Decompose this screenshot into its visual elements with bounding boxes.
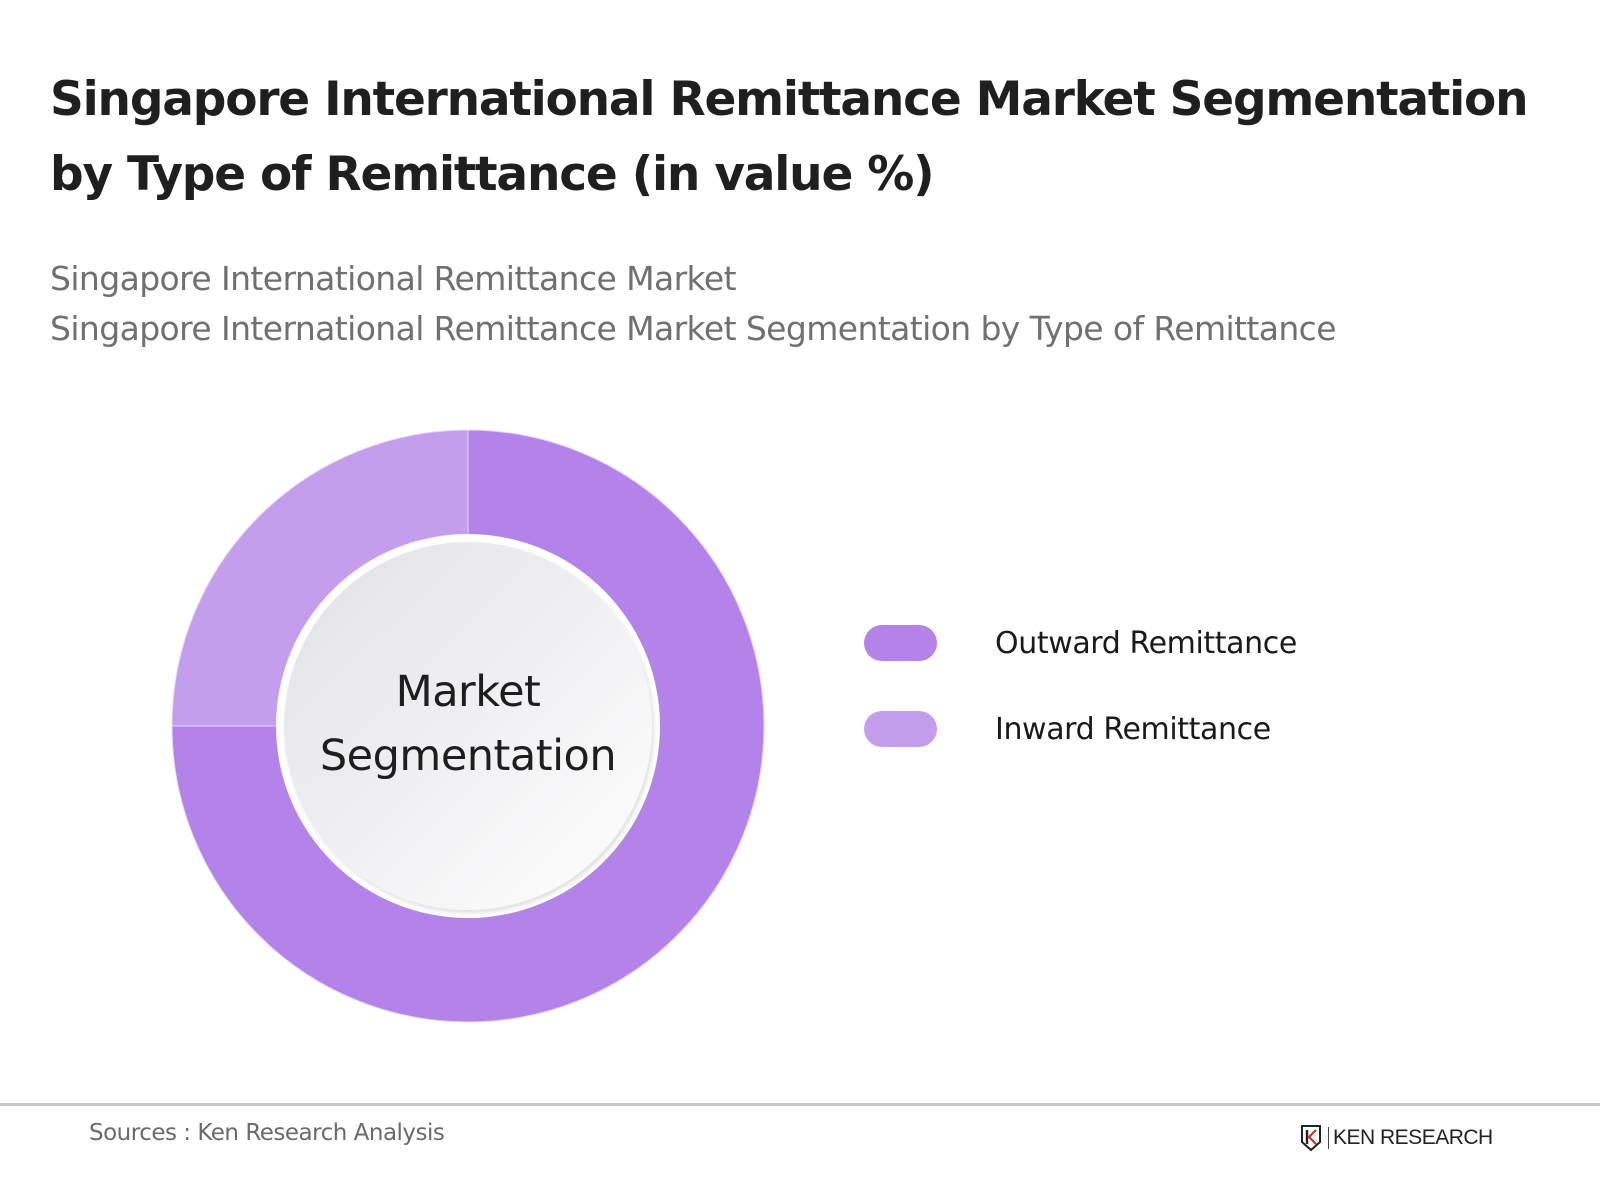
center-label-line2: Segmentation xyxy=(319,731,617,781)
legend-swatch-inward xyxy=(864,711,937,747)
center-label: Market Segmentation xyxy=(318,660,618,788)
center-label-line1: Market xyxy=(395,667,541,717)
subtitle-block: Singapore International Remittance Marke… xyxy=(50,254,1337,354)
legend-item-inward: Inward Remittance xyxy=(864,686,1297,772)
ken-research-shield-icon xyxy=(1301,1125,1321,1152)
subtitle-segmentation: Singapore International Remittance Marke… xyxy=(50,309,1337,348)
legend-label-inward: Inward Remittance xyxy=(995,711,1271,747)
logo-divider xyxy=(1328,1127,1329,1149)
ken-research-logo: KEN RESEARCH xyxy=(1300,1124,1493,1152)
legend: Outward Remittance Inward Remittance xyxy=(864,600,1297,772)
legend-label-outward: Outward Remittance xyxy=(995,625,1297,661)
logo-text: KEN RESEARCH xyxy=(1333,1126,1493,1149)
source-note: Sources : Ken Research Analysis xyxy=(89,1120,445,1146)
page-title: Singapore International Remittance Marke… xyxy=(50,72,1529,202)
donut-center-disc xyxy=(284,542,652,910)
subtitle-market: Singapore International Remittance Marke… xyxy=(50,259,737,298)
chart-area: Market Segmentation Outward Remittance I… xyxy=(0,400,1600,1060)
legend-swatch-outward xyxy=(864,625,937,661)
donut-slice-outward-remittance xyxy=(171,429,765,1023)
legend-item-outward: Outward Remittance xyxy=(864,600,1297,686)
footer-divider xyxy=(0,1103,1600,1106)
donut-chart xyxy=(171,429,765,1023)
